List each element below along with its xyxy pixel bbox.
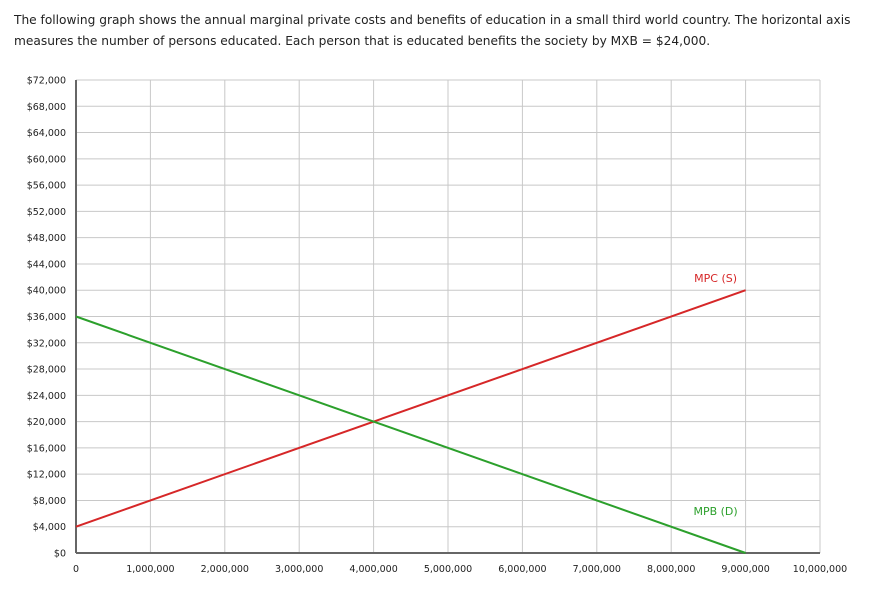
series-line-mpb (75, 315, 746, 554)
y-tick-label: $48,000 (27, 233, 66, 244)
x-tick-label: 6,000,000 (498, 564, 546, 575)
x-tick-label: 10,000,000 (793, 564, 847, 575)
y-tick-label: $16,000 (27, 443, 66, 454)
y-tick-label: $24,000 (27, 391, 66, 402)
y-tick-label: $40,000 (27, 286, 66, 297)
y-tick-label: $64,000 (27, 128, 66, 139)
y-tick-label: $0 (54, 549, 66, 560)
series-label: MPB (D) (693, 505, 737, 518)
y-tick-label: $60,000 (27, 154, 66, 165)
intro-text: The following graph shows the annual mar… (14, 13, 851, 48)
y-tick-label: $32,000 (27, 338, 66, 349)
y-tick-label: $52,000 (27, 207, 66, 218)
series-line-mpc (75, 289, 746, 528)
x-tick-label: 8,000,000 (647, 564, 695, 575)
x-tick-label: 2,000,000 (201, 564, 249, 575)
y-tick-label: $44,000 (27, 259, 66, 270)
x-tick-label: 3,000,000 (275, 564, 323, 575)
y-tick-label: $12,000 (27, 470, 66, 481)
y-tick-label: $8,000 (33, 496, 66, 507)
y-tick-label: $28,000 (27, 365, 66, 376)
x-tick-label: 0 (73, 564, 79, 575)
y-tick-label: $20,000 (27, 417, 66, 428)
series-label: MPC (S) (694, 272, 737, 285)
y-tick-label: $68,000 (27, 102, 66, 113)
x-tick-label: 7,000,000 (573, 564, 621, 575)
y-tick-label: $56,000 (27, 181, 66, 192)
x-tick-label: 9,000,000 (721, 564, 769, 575)
x-tick-label: 1,000,000 (126, 564, 174, 575)
y-tick-label: $72,000 (27, 76, 66, 87)
x-tick-label: 5,000,000 (424, 564, 472, 575)
y-tick-label: $4,000 (33, 522, 66, 533)
y-tick-label: $36,000 (27, 312, 66, 323)
x-tick-label: 4,000,000 (349, 564, 397, 575)
